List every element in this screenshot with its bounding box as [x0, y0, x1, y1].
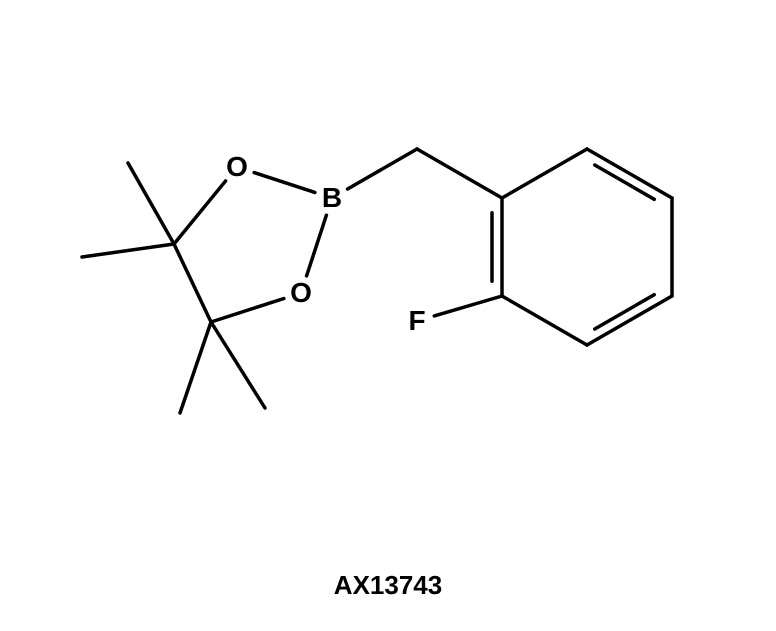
atom-label-b: B — [322, 182, 342, 214]
caption-label: AX13743 — [334, 570, 442, 601]
molecule-svg — [0, 0, 776, 631]
atom-label-o1: O — [226, 151, 248, 183]
figure-container: { "diagram": { "type": "chemical-structu… — [0, 0, 776, 631]
atom-label-f: F — [408, 305, 425, 337]
atom-label-o2: O — [290, 277, 312, 309]
